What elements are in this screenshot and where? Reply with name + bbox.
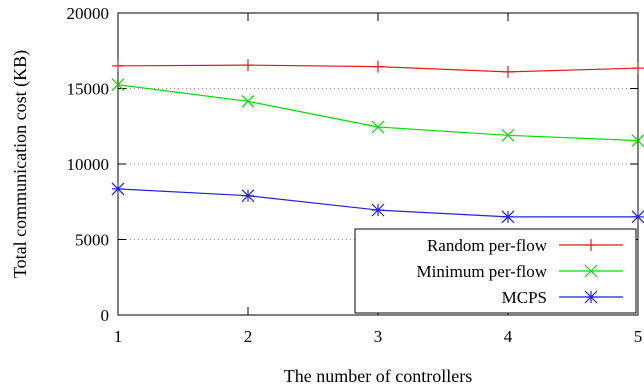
- legend-marker: [584, 290, 598, 304]
- y-tick-label: 0: [101, 306, 110, 325]
- data-point: [372, 60, 384, 73]
- data-point: [242, 59, 254, 72]
- x-tick-label: 4: [504, 327, 513, 346]
- legend-marker: [585, 239, 597, 251]
- legend-label: MCPS: [502, 288, 547, 307]
- legend-marker: [584, 264, 598, 278]
- series-line-2: [117, 84, 639, 142]
- series-lines: [111, 59, 644, 224]
- x-tick-label: 3: [374, 327, 383, 346]
- y-axis-label: Total communication cost (KB): [10, 50, 31, 278]
- legend-label: Minimum per-flow: [417, 262, 548, 281]
- data-point: [241, 94, 255, 108]
- y-tick-label: 20000: [67, 4, 110, 23]
- x-tick-label: 2: [244, 327, 253, 346]
- data-point: [111, 78, 125, 92]
- x-tick-label: 1: [114, 327, 123, 346]
- y-tick-label: 5000: [75, 231, 109, 250]
- data-point: [501, 210, 515, 224]
- data-point: [111, 182, 125, 196]
- data-point: [632, 62, 644, 75]
- data-point: [371, 120, 385, 134]
- data-point: [501, 128, 515, 142]
- x-axis-label: The number of controllers: [284, 366, 472, 386]
- legend-label: Random per-flow: [427, 236, 548, 255]
- data-point: [631, 134, 644, 148]
- data-point: [371, 203, 385, 217]
- legend: Random per-flow Minimum per-flow MCPS: [354, 228, 637, 314]
- data-point: [631, 210, 644, 224]
- x-tick-label: 5: [634, 327, 643, 346]
- data-point: [502, 65, 514, 78]
- y-tick-label: 10000: [67, 155, 110, 174]
- data-point: [112, 59, 124, 72]
- y-tick-label: 15000: [67, 80, 110, 99]
- data-point: [241, 189, 255, 203]
